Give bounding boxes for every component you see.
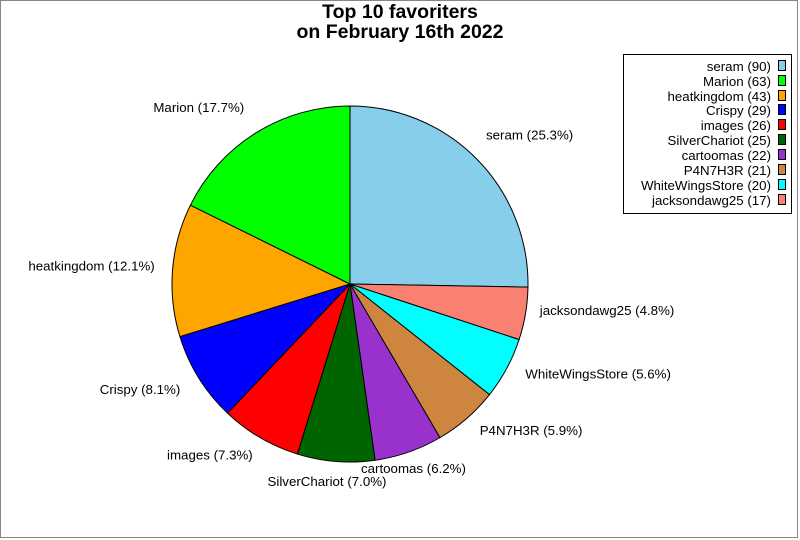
svg-text:SilverChariot (7.0%): SilverChariot (7.0%) [268, 474, 387, 489]
svg-text:P4N7H3R (5.9%): P4N7H3R (5.9%) [480, 423, 583, 438]
svg-text:WhiteWingsStore (5.6%): WhiteWingsStore (5.6%) [525, 367, 671, 382]
svg-text:Marion (17.7%): Marion (17.7%) [153, 100, 244, 115]
svg-text:jacksondawg25 (4.8%): jacksondawg25 (4.8%) [539, 303, 675, 318]
svg-text:heatkingdom (12.1%): heatkingdom (12.1%) [28, 259, 154, 274]
svg-text:Crispy (8.1%): Crispy (8.1%) [100, 382, 181, 397]
svg-text:seram (25.3%): seram (25.3%) [486, 127, 573, 142]
svg-text:images (7.3%): images (7.3%) [167, 447, 253, 462]
